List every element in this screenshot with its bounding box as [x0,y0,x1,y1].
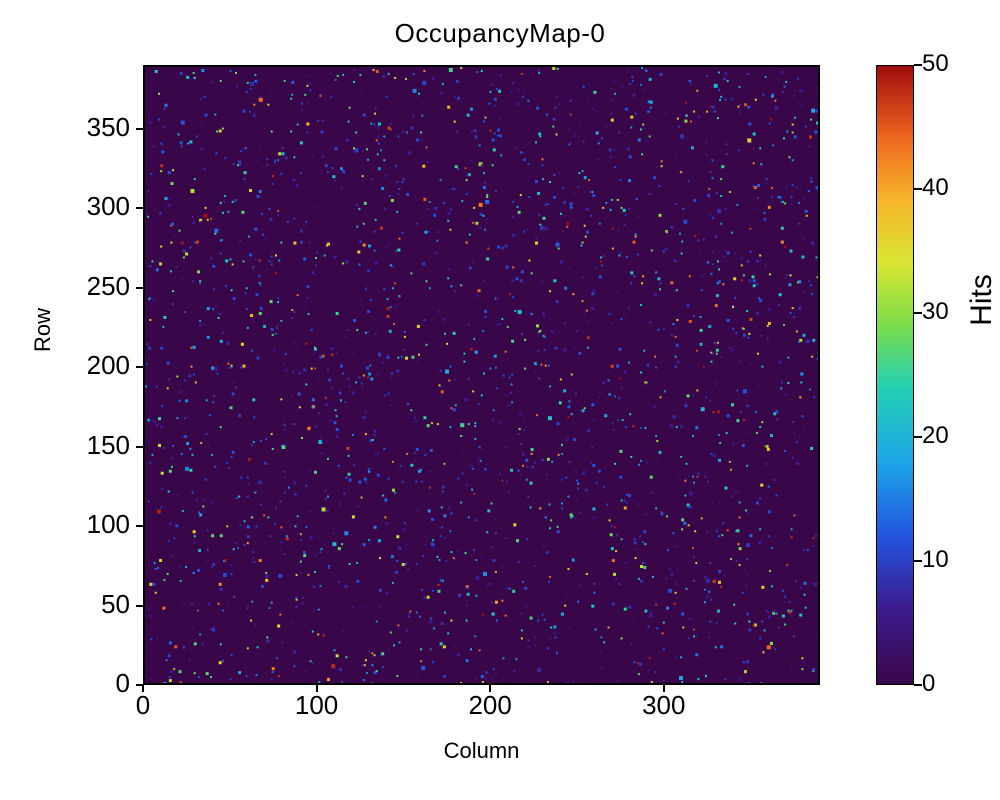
y-tick-mark [136,366,143,368]
colorbar-tick-label: 0 [922,670,935,698]
x-tick-mark [316,685,318,692]
colorbar[interactable] [876,65,914,685]
colorbar-tick-mark [914,684,922,686]
colorbar-tick-mark [914,436,922,438]
chart-title: OccupancyMap-0 [0,18,1000,49]
colorbar-axis-label: Hits [965,274,999,326]
y-tick-mark [136,446,143,448]
y-tick-label: 150 [40,430,130,461]
colorbar-tick-mark [914,560,922,562]
x-tick-mark [489,685,491,692]
y-tick-label: 300 [40,191,130,222]
x-tick-label: 100 [277,690,357,721]
occupancy-map-chart: OccupancyMap-0 Row 0 50 100 150 200 250 300 350… [0,0,1000,800]
x-axis-label: Column [143,738,820,764]
x-tick-label: 200 [450,690,530,721]
y-axis-label: Row [30,308,56,352]
colorbar-tick-label: 40 [922,174,949,202]
x-tick-mark [663,685,665,692]
colorbar-tick-label: 50 [922,50,949,78]
y-tick-label: 50 [40,589,130,620]
y-tick-mark [136,207,143,209]
plot-area [143,65,820,685]
colorbar-tick-mark [914,64,922,66]
y-tick-mark [136,287,143,289]
colorbar-tick-label: 10 [922,546,949,574]
x-tick-label: 300 [624,690,704,721]
y-tick-mark [136,525,143,527]
colorbar-tick-label: 30 [922,298,949,326]
colorbar-tick-label: 20 [922,422,949,450]
y-tick-mark [136,128,143,130]
colorbar-tick-mark [914,312,922,314]
y-tick-label: 250 [40,271,130,302]
y-tick-label: 350 [40,112,130,143]
heatmap-canvas[interactable] [145,67,820,685]
x-tick-label: 0 [103,690,183,721]
y-tick-label: 100 [40,509,130,540]
x-tick-mark [142,685,144,692]
y-tick-label: 200 [40,350,130,381]
y-tick-mark [136,605,143,607]
colorbar-tick-mark [914,188,922,190]
